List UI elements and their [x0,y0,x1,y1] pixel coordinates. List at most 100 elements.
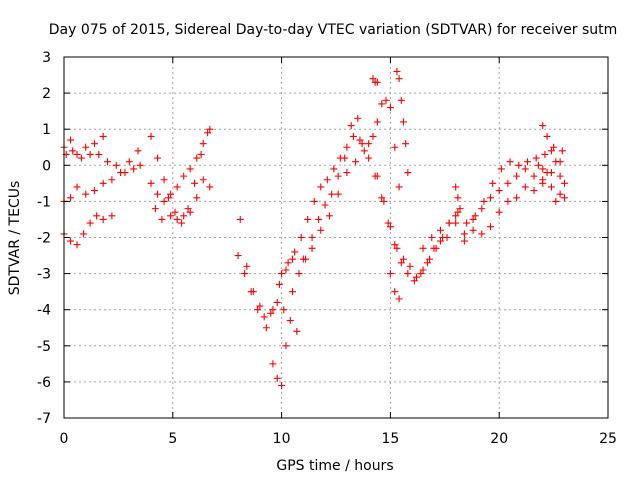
data-point [399,255,407,263]
data-point [99,179,107,187]
y-tick-label: -1 [37,194,51,210]
data-point [267,309,275,317]
data-point [521,165,529,173]
data-point [410,277,418,285]
data-point [73,183,81,191]
data-point [550,143,558,151]
data-point [393,67,401,75]
data-point [547,183,555,191]
data-point [426,255,434,263]
x-tick-label: 15 [381,431,399,447]
data-point [273,374,281,382]
y-tick-label: 2 [42,86,51,102]
data-point [556,172,564,180]
data-point [373,118,381,126]
data-point [504,197,512,205]
data-point [445,219,453,227]
data-point [334,172,342,180]
data-point [160,197,168,205]
data-point [325,212,333,220]
data-point [365,140,373,148]
data-point [521,183,529,191]
data-point [560,194,568,202]
data-point [330,165,338,173]
y-tick-label: -2 [37,231,51,247]
data-point [186,208,194,216]
data-point [558,147,566,155]
data-point [460,237,468,245]
data-point [117,169,125,177]
grid-layer [64,57,608,418]
data-point [543,132,551,140]
data-point [539,179,547,187]
data-point [506,158,514,166]
data-point [552,197,560,205]
data-point [469,226,477,234]
data-point [112,161,120,169]
y-tick-label: 0 [42,158,51,174]
x-tick-label: 0 [60,431,69,447]
data-point [393,244,401,252]
data-point [334,190,342,198]
data-point [184,205,192,213]
data-point [543,169,551,177]
data-point [369,75,377,83]
data-point [67,136,75,144]
data-point [452,183,460,191]
data-point [539,122,547,130]
data-point [395,183,403,191]
data-point [273,298,281,306]
data-point [236,215,244,223]
data-point [391,241,399,249]
data-point [534,161,542,169]
data-point [234,252,242,260]
x-tick-label: 5 [168,431,177,447]
data-point [321,201,329,209]
data-point [151,205,159,213]
data-point [454,194,462,202]
data-point [147,132,155,140]
data-point [280,306,288,314]
data-point [317,183,325,191]
data-point [386,104,394,112]
data-point [241,270,249,278]
data-point [193,154,201,162]
data-point [399,118,407,126]
data-point [454,208,462,216]
y-tick-label: 1 [42,122,51,138]
data-point [406,262,414,270]
data-point [323,176,331,184]
data-point [282,266,290,274]
data-point [291,248,299,256]
data-point [395,295,403,303]
data-point [286,317,294,325]
data-point [452,212,460,220]
data-point [428,234,436,241]
data-point [384,219,392,227]
data-point [395,75,403,83]
data-point [347,122,355,130]
data-point [86,219,94,227]
data-point [80,230,88,238]
data-point [93,212,101,220]
x-tick-label: 20 [490,431,508,447]
data-point [125,158,133,166]
data-point [108,212,116,220]
data-point [108,176,116,184]
data-point [471,212,479,220]
data-point [380,197,388,205]
data-point [254,306,262,314]
data-point [480,197,488,205]
data-point [73,241,81,249]
data-point [486,194,494,202]
data-point [539,165,547,173]
data-point [523,158,531,166]
data-point [180,212,188,220]
data-point [297,234,305,241]
data-point [147,179,155,187]
data-point [456,205,464,213]
data-point [532,154,540,162]
data-point [497,165,505,173]
